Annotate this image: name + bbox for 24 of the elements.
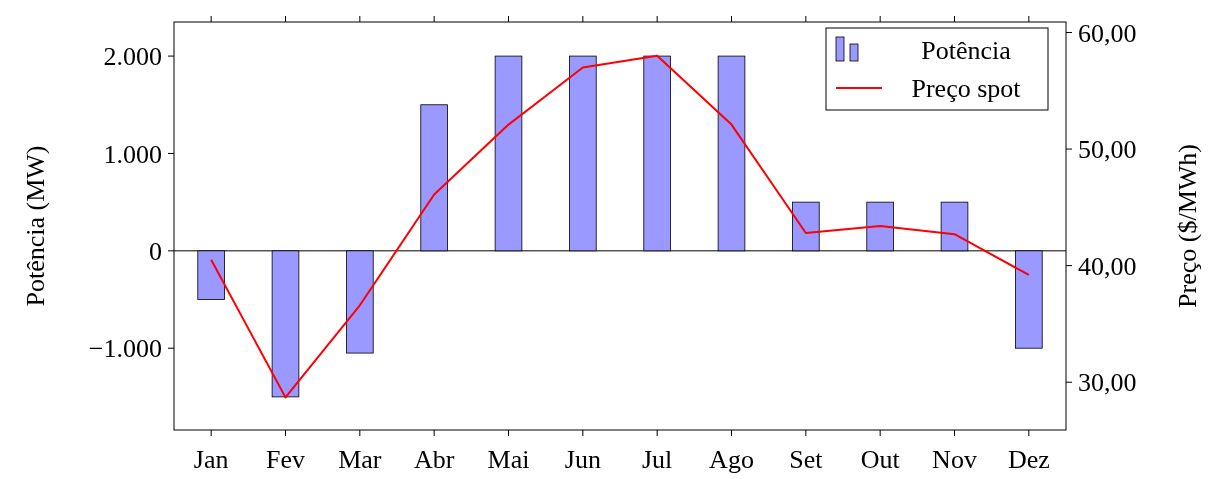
x-tick-label: Jan xyxy=(193,445,229,474)
y2-tick-label: 60,00 xyxy=(1078,18,1137,48)
x-tick-label: Nov xyxy=(932,445,977,474)
y-tick-label: 0 xyxy=(149,236,162,266)
x-tick-label: Dez xyxy=(1007,445,1050,474)
y-tick-label: 2.000 xyxy=(103,42,162,72)
x-tick-label: Set xyxy=(789,445,824,474)
x-tick-label: Abr xyxy=(413,445,455,474)
y-axis-title: Potência (MW) xyxy=(21,145,50,307)
y2-tick-label: 50,00 xyxy=(1078,135,1137,165)
y2-axis-title: Preço ($/MWh) xyxy=(1173,144,1202,308)
x-tick-label: Out xyxy=(860,445,901,474)
y2-tick-label: 30,00 xyxy=(1078,368,1137,398)
x-tick-label: Fev xyxy=(266,445,305,474)
x-tick-label: Jul xyxy=(641,445,673,474)
y-tick-label: −1.000 xyxy=(88,334,162,364)
y-tick-label: 1.000 xyxy=(103,139,162,169)
x-tick-label: Mai xyxy=(487,445,530,474)
x-tick-label: Jun xyxy=(564,445,601,474)
x-tick-label: Mar xyxy=(338,445,382,474)
legend-label: Preço spot xyxy=(911,74,1022,104)
text: Potência xyxy=(921,36,1012,66)
y2-tick-label: 40,00 xyxy=(1078,251,1137,281)
x-tick-label: Ago xyxy=(709,445,754,474)
